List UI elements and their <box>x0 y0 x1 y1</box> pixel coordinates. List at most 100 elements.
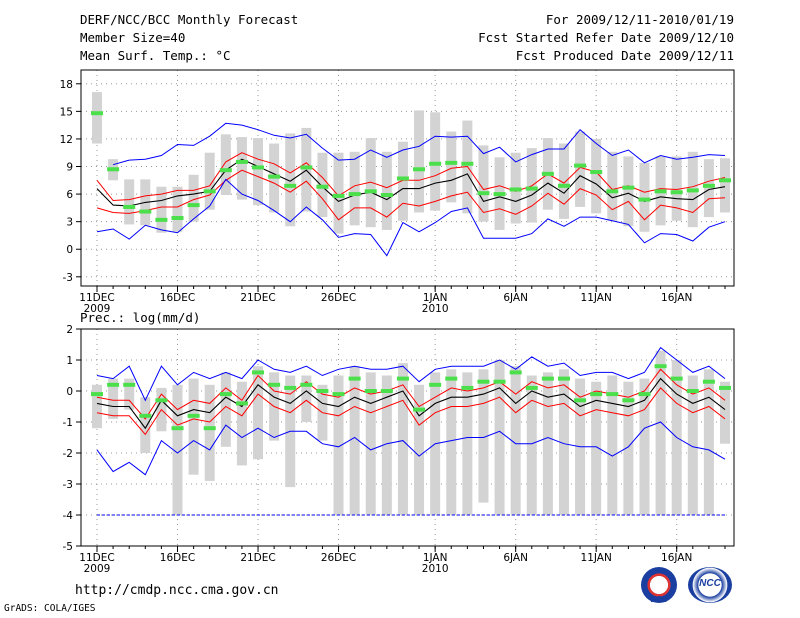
median-marker <box>300 382 313 387</box>
median-marker <box>525 385 538 390</box>
ensemble-box <box>333 152 344 234</box>
median-marker <box>654 189 667 194</box>
ensemble-box <box>478 369 489 503</box>
median-marker <box>702 379 715 384</box>
y-tick-label: -5 <box>63 541 73 553</box>
grads-credit: GrADS: COLA/IGES <box>4 603 96 614</box>
median-marker <box>606 392 619 397</box>
ensemble-box <box>478 145 489 222</box>
median-marker <box>380 193 393 198</box>
median-marker <box>719 178 731 183</box>
y-tick-label: 0 <box>66 244 73 256</box>
website-link[interactable]: http://cmdp.ncc.cma.gov.cn <box>75 583 279 598</box>
median-marker <box>590 170 603 175</box>
median-marker <box>509 187 522 192</box>
y-tick-label: -1 <box>63 417 73 429</box>
x-tick-label: 21DEC <box>240 292 275 304</box>
median-marker <box>235 159 248 164</box>
median-marker <box>670 190 683 195</box>
ensemble-box <box>172 186 183 232</box>
median-marker <box>574 398 587 403</box>
ensemble-box <box>92 92 102 144</box>
x-year-label: 2009 <box>84 563 111 575</box>
x-tick-label: 26DEC <box>321 292 356 304</box>
x-tick-label: 11JAN <box>581 292 612 304</box>
median-marker <box>364 389 377 393</box>
median-marker <box>235 401 248 406</box>
x-tick-label: 1JAN <box>423 552 448 564</box>
variable-label: Mean Surf. Temp.: °C <box>80 48 231 63</box>
ensemble-box <box>397 141 408 221</box>
ensemble-box <box>349 151 360 226</box>
plot-frame <box>80 69 735 287</box>
median-marker <box>284 385 297 390</box>
ensemble-box <box>414 384 425 515</box>
precip-panel-title: Prec.: log(mm/d) <box>80 310 200 325</box>
series-line-min <box>96 421 726 476</box>
median-marker <box>107 382 120 387</box>
ensemble-box <box>92 384 102 429</box>
median-marker <box>590 392 603 397</box>
plot-frame <box>80 328 735 547</box>
median-marker <box>155 398 168 403</box>
median-marker <box>171 426 184 431</box>
median-marker <box>719 385 731 390</box>
y-tick-label: -4 <box>63 510 74 522</box>
median-marker <box>670 376 683 381</box>
ensemble-box <box>236 137 247 200</box>
ensemble-box <box>108 378 119 419</box>
median-marker <box>219 168 232 173</box>
x-tick-label: 16JAN <box>661 552 692 564</box>
ensemble-box <box>558 143 569 219</box>
median-marker <box>364 189 377 194</box>
median-marker <box>139 413 152 418</box>
series-line-max <box>112 122 726 166</box>
ensemble-box <box>253 366 264 460</box>
y-tick-label: 6 <box>66 189 73 201</box>
ensemble-box <box>430 112 441 211</box>
median-marker <box>380 389 393 393</box>
median-marker <box>654 364 667 369</box>
median-marker <box>477 191 490 196</box>
ensemble-box <box>414 110 425 213</box>
ensemble-box <box>542 372 553 515</box>
median-marker <box>348 376 361 381</box>
median-marker <box>300 165 313 170</box>
median-marker <box>429 382 442 387</box>
ensemble-box <box>349 366 360 515</box>
y-tick-label: 2 <box>66 324 73 336</box>
ensemble-box <box>655 350 666 515</box>
median-marker <box>557 376 570 381</box>
x-tick-label: 11DEC <box>79 552 114 564</box>
median-marker <box>622 185 635 190</box>
median-marker <box>203 189 216 194</box>
median-marker <box>574 163 587 168</box>
y-tick-label: 12 <box>60 134 73 146</box>
median-marker <box>284 183 297 188</box>
ensemble-box <box>446 369 457 515</box>
forecast-period: For 2009/12/11-2010/01/19 <box>545 12 734 27</box>
median-marker <box>638 392 651 397</box>
median-marker <box>445 160 458 165</box>
ensemble-box <box>446 131 457 203</box>
median-marker <box>461 385 474 390</box>
ncc-logo: NCC <box>688 567 732 603</box>
median-marker <box>107 167 120 172</box>
ensemble-box <box>720 381 730 444</box>
series-line-spread_high <box>96 368 726 420</box>
median-marker <box>493 379 506 384</box>
y-tick-label: 1 <box>66 355 73 367</box>
ensemble-box <box>124 378 135 410</box>
chart-title: DERF/NCC/BCC Monthly Forecast <box>80 12 299 27</box>
y-tick-label: 15 <box>60 106 73 118</box>
series-line-min <box>96 178 726 257</box>
median-marker <box>686 389 699 393</box>
ensemble-box <box>703 159 714 218</box>
median-marker <box>493 192 506 197</box>
ensemble-box <box>204 152 215 210</box>
median-marker <box>252 370 265 375</box>
median-marker <box>461 161 474 166</box>
median-marker <box>219 392 232 397</box>
